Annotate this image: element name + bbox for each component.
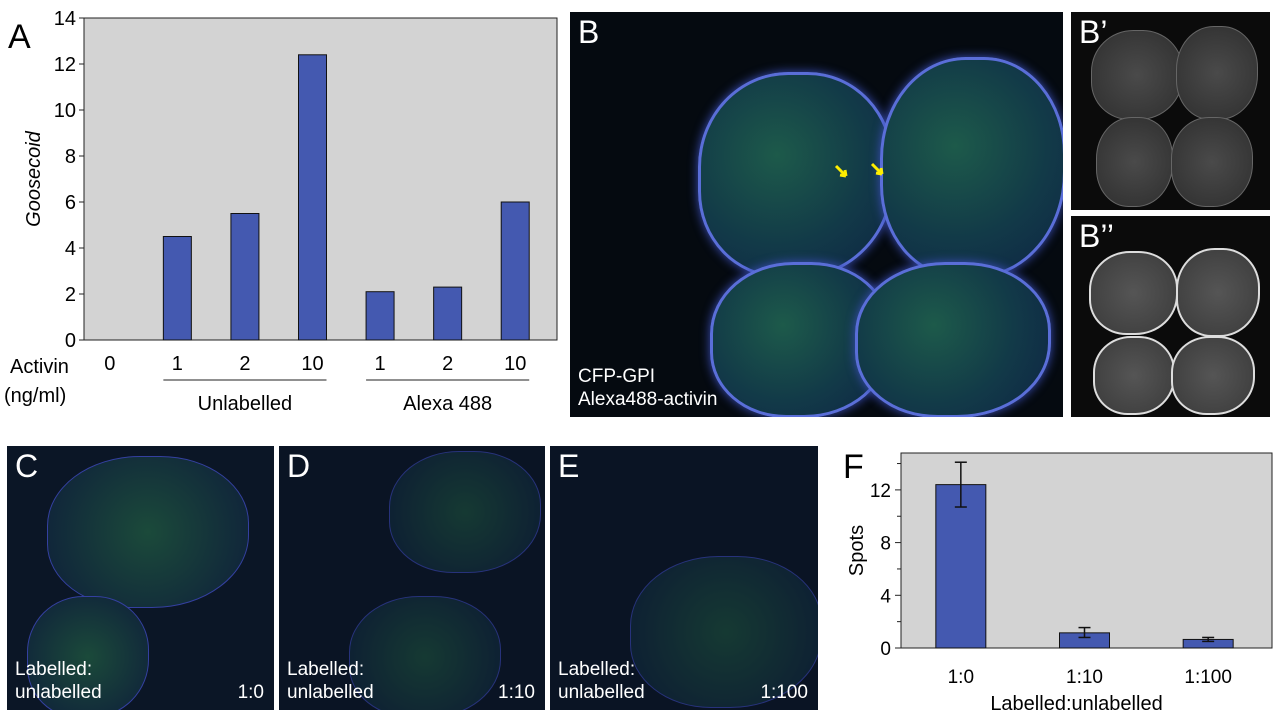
y-tick-label: 10	[54, 100, 76, 122]
micrograph-d: D Labelled: unlabelled 1:10	[279, 446, 545, 710]
cell	[349, 596, 501, 710]
bar	[230, 213, 260, 341]
panel-c-letter: C	[15, 448, 39, 484]
panel-b-letter: B	[578, 14, 600, 50]
x-tick-label: 2	[239, 353, 250, 375]
row-label: Activin	[10, 356, 69, 378]
cell	[855, 262, 1051, 417]
bar	[935, 484, 987, 649]
spots-bar-chart: 0 4 8 12 Spots 1:0 1:10 1:100 Labelled:unlabelle…	[846, 452, 1273, 715]
x-tick-label: 2	[442, 353, 453, 375]
ratio-label: 1:0	[237, 682, 264, 703]
group-label: Unlabelled	[198, 393, 293, 415]
cell	[630, 556, 818, 708]
x-tick-label: 1	[172, 353, 183, 375]
y-tick-label: 2	[65, 284, 76, 306]
y-axis-label: Goosecoid	[23, 130, 45, 226]
row-label: (ng/ml)	[4, 385, 66, 407]
cell	[27, 596, 149, 710]
bar	[433, 286, 463, 341]
x-tick-label: 1:0	[948, 667, 974, 688]
panel-e-letter: E	[558, 448, 580, 484]
caption-line: unlabelled	[15, 682, 102, 703]
caption-line: unlabelled	[287, 682, 374, 703]
panel-b-prime-letter: B’	[1079, 14, 1108, 50]
micrograph-b-double-prime: B’’	[1071, 216, 1270, 417]
panel-d-letter: D	[287, 448, 311, 484]
bar	[500, 201, 530, 341]
x-tick-label: 0	[104, 353, 115, 375]
cell	[1093, 336, 1175, 415]
cell	[47, 456, 249, 608]
y-tick-label: 0	[65, 330, 76, 352]
bar	[365, 291, 395, 341]
micrograph-c: C Labelled: unlabelled 1:0	[7, 446, 274, 710]
y-tick-label: 12	[870, 481, 891, 502]
y-tick-label: 0	[880, 639, 891, 660]
micrograph-caption: Labelled: unlabelled	[15, 658, 102, 704]
cell	[1089, 251, 1178, 335]
caption-line: unlabelled	[558, 682, 645, 703]
caption-line: CFP-GPI	[578, 366, 656, 387]
ratio-label: 1:100	[760, 682, 808, 703]
group-label: Alexa 488	[403, 393, 492, 415]
y-tick-label: 12	[54, 54, 76, 76]
x-tick-label: 1	[375, 353, 386, 375]
y-tick-label: 14	[54, 8, 76, 30]
micrograph-caption: Labelled: unlabelled	[558, 658, 645, 704]
micrograph-e: E Labelled: unlabelled 1:100	[550, 446, 818, 710]
cell	[389, 451, 541, 573]
caption-line: Labelled:	[287, 659, 365, 680]
caption-line: Alexa488-activin	[578, 389, 718, 410]
y-tick-label: 4	[880, 586, 891, 607]
panel-f-letter: F	[843, 448, 864, 486]
y-tick-label: 6	[65, 192, 76, 214]
bar	[298, 54, 327, 341]
x-axis-label: Labelled:unlabelled	[990, 693, 1162, 715]
panel-b-double-prime-letter: B’’	[1079, 218, 1114, 254]
micrograph-b-prime: B’	[1071, 12, 1270, 210]
y-tick-label: 8	[65, 146, 76, 168]
cell	[1176, 248, 1260, 337]
y-tick-label: 4	[65, 238, 76, 260]
cell	[1171, 117, 1253, 207]
cell	[698, 72, 894, 278]
cell	[1171, 336, 1255, 415]
micrograph-b: B CFP-GPI Alexa488-activin	[570, 12, 1063, 417]
cell	[880, 57, 1063, 278]
y-axis-label: Spots	[846, 525, 868, 576]
micrograph-caption: Labelled: unlabelled	[287, 658, 374, 704]
caption-line: Labelled:	[558, 659, 636, 680]
micrograph-caption: CFP-GPI Alexa488-activin	[578, 365, 717, 411]
bar	[162, 236, 192, 341]
x-tick-label: 1:100	[1184, 667, 1232, 688]
x-tick-label: 10	[301, 353, 323, 375]
x-tick-label: 1:10	[1066, 667, 1103, 688]
yellow-arrow-icons	[834, 162, 884, 178]
cell	[1176, 26, 1258, 120]
cell	[1091, 30, 1183, 120]
cell	[1096, 117, 1173, 207]
ratio-label: 1:10	[498, 682, 535, 703]
x-tick-label: 10	[504, 353, 526, 375]
y-tick-label: 8	[880, 534, 891, 555]
panel-a-letter: A	[8, 18, 31, 56]
caption-line: Labelled:	[15, 659, 93, 680]
